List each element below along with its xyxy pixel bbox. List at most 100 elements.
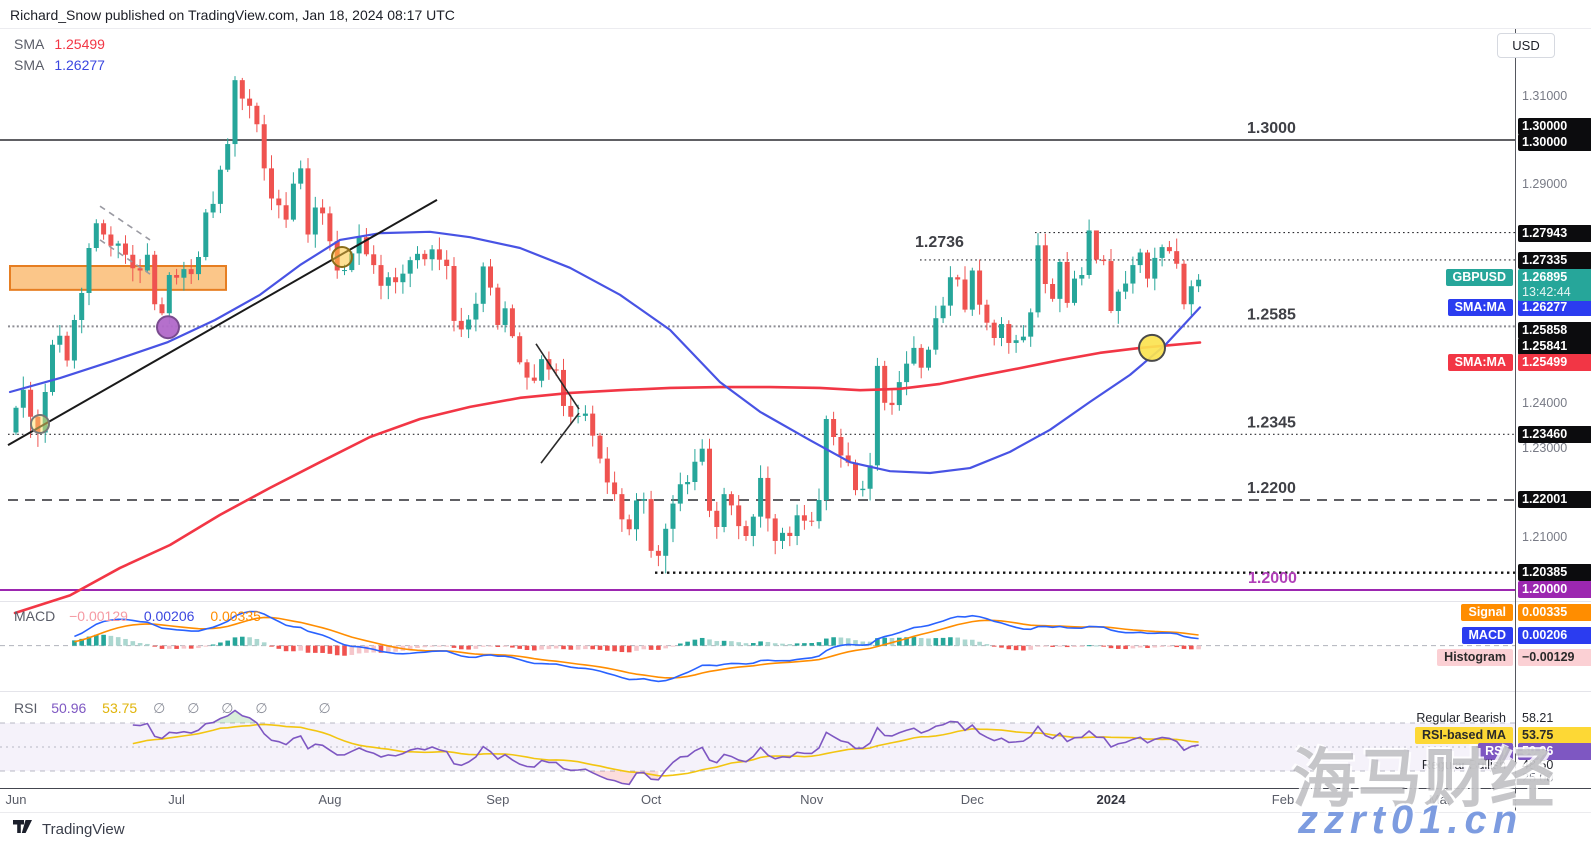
legend-rsi-null-plots: ∅ ∅ ∅ ∅ — [153, 700, 277, 716]
price-axis-badge: 0.00206 — [1518, 627, 1591, 644]
price-axis-badge: 1.27943 — [1518, 225, 1591, 242]
trendline[interactable] — [7, 198, 438, 446]
legend-sma-fast[interactable]: SMA 1.26277 — [14, 57, 117, 73]
legend-sma-fast-label: SMA — [14, 57, 45, 73]
macd-line — [74, 610, 1199, 683]
watermark-url: zzrt01.cn — [1298, 798, 1524, 842]
price-axis-badge: 1.30000 — [1518, 118, 1591, 135]
time-axis-label: Aug — [318, 792, 341, 807]
bull-flag-line[interactable] — [99, 205, 151, 241]
tradingview-logo-icon — [13, 820, 32, 833]
indicator-name-badge: SMA:MA — [1447, 299, 1513, 316]
price-axis-badge: 1.25858 — [1518, 322, 1591, 339]
indicator-name-badge: MACD — [1461, 627, 1513, 644]
price-axis-badge: 1.21000 — [1522, 530, 1568, 544]
legend-macd-histogram-value: −0.00129 — [69, 608, 128, 624]
legend-macd-label: MACD — [14, 608, 56, 624]
price-axis-badge: 0.00335 — [1518, 604, 1591, 621]
price-axis-badge: 1.23000 — [1522, 441, 1568, 455]
rsi-overbought-fill — [213, 710, 257, 723]
price-axis-badge: 1.22001 — [1518, 491, 1591, 508]
time-axis-label: Sep — [486, 792, 509, 807]
candlestick-series[interactable] — [13, 76, 1202, 574]
legend-sma-fast-value: 1.26277 — [54, 57, 105, 73]
price-axis-badge: 1.25499 — [1518, 354, 1591, 371]
time-axis-label: Mar — [1429, 792, 1452, 807]
rsi-line — [132, 709, 1199, 786]
price-annotation-text: 1.2736 — [915, 234, 964, 251]
last-price-badge: 1.26895 13:42:44 — [1518, 269, 1591, 301]
pennant-line[interactable] — [535, 343, 580, 410]
indicator-name-badge: SMA:MA — [1447, 354, 1513, 371]
tradingview-logo-text: TradingView — [42, 820, 125, 838]
time-axis-label: Feb — [1272, 792, 1294, 807]
rsi-ma-line — [132, 723, 1199, 777]
indicator-name-badge: GBPUSD — [1445, 269, 1513, 286]
indicator-name-badge: Histogram — [1437, 649, 1513, 666]
legend-rsi-value: 50.96 — [51, 700, 87, 716]
legend-sma-slow-label: SMA — [14, 36, 45, 52]
price-axis-badge: 1.20000 — [1518, 581, 1591, 598]
legend-rsi[interactable]: RSI 50.96 53.75 ∅ ∅ ∅ ∅ ∅ — [14, 700, 343, 717]
highlight-circle[interactable] — [1138, 333, 1166, 362]
time-axis-label: Nov — [800, 792, 824, 807]
legend-macd[interactable]: MACD −0.00129 0.00206 0.00335 — [14, 608, 273, 624]
price-level-label: 1.2000 — [1248, 570, 1297, 587]
highlight-circle[interactable] — [30, 413, 50, 434]
indicator-name-badge: Regular Bearish — [1416, 711, 1506, 725]
legend-rsi-null-plot: ∅ — [318, 700, 331, 716]
time-axis-label: Jul — [168, 792, 185, 807]
price-axis-badge: 25.00 — [1522, 771, 1554, 785]
price-axis-badge: 53.75 — [1518, 727, 1591, 744]
legend-sma-slow[interactable]: SMA 1.25499 — [14, 36, 117, 52]
price-axis-badge: 1.26277 — [1518, 299, 1591, 316]
sma-slow-line[interactable] — [13, 341, 1202, 615]
rsi-oversold-fill — [592, 771, 659, 785]
legend-sma-slow-value: 1.25499 — [54, 36, 105, 52]
publish-attribution: Richard_Snow published on TradingView.co… — [10, 7, 455, 23]
price-axis-badge: 1.24000 — [1522, 396, 1568, 410]
price-axis-badge: 1.20385 — [1518, 564, 1591, 581]
indicator-name-badge: Signal — [1461, 604, 1513, 621]
price-axis-badge: 1.31000 — [1522, 89, 1568, 103]
price-level-label: 1.2345 — [1247, 414, 1296, 431]
price-level-label: 1.2585 — [1247, 306, 1296, 323]
pennant-line[interactable] — [540, 412, 580, 464]
price-axis-badge: 1.30000 — [1518, 134, 1591, 151]
macd-histogram — [72, 634, 1201, 656]
last-price-value: 1.26895 — [1522, 270, 1568, 284]
legend-macd-signal-value: 0.00335 — [210, 608, 261, 624]
price-axis-badge: 50.96 — [1518, 743, 1591, 760]
highlight-circle[interactable] — [156, 315, 180, 340]
price-levels: 1.3000 1.2585 1.2345 1.2200 1.2000 1.2736 — [0, 120, 1515, 591]
currency-unit-button[interactable]: USD — [1497, 33, 1555, 58]
highlight-circle[interactable] — [331, 246, 353, 268]
legend-rsi-label: RSI — [14, 700, 38, 716]
watermark-chinese: 海马财经 — [1292, 743, 1556, 815]
indicator-name-badge: RSI — [1478, 743, 1513, 760]
supply-zone[interactable] — [9, 265, 227, 291]
time-axis-label: Jun — [6, 792, 27, 807]
price-axis-badge: −0.00129 — [1518, 649, 1591, 666]
price-axis-badge: 1.29000 — [1522, 177, 1568, 191]
time-axis-label: Oct — [641, 792, 662, 807]
time-axis-label: 2024 — [1097, 792, 1127, 807]
price-axis-badge: 58.21 — [1522, 711, 1554, 725]
indicator-name-badge: RSI-based MA — [1414, 727, 1513, 744]
price-axis-badge: 48.50 — [1522, 758, 1554, 772]
legend-macd-macd-value: 0.00206 — [143, 608, 195, 624]
tradingview-logo[interactable]: TradingView — [13, 820, 125, 838]
time-axis-label: Dec — [961, 792, 985, 807]
price-level-label: 1.3000 — [1247, 120, 1296, 137]
bar-countdown: 13:42:44 — [1522, 285, 1571, 299]
price-axis-badge: 1.23460 — [1518, 426, 1591, 443]
legend-rsi-ma-value: 53.75 — [102, 700, 138, 716]
macd-signal-line — [74, 616, 1199, 679]
indicator-name-badge: Regular Bullish — [1421, 758, 1506, 772]
price-level-label: 1.2200 — [1247, 480, 1296, 497]
sma-fast-line[interactable] — [8, 230, 1202, 475]
price-axis-badge: 1.27335 — [1518, 252, 1591, 269]
price-axis-badge: 1.25841 — [1518, 338, 1591, 355]
